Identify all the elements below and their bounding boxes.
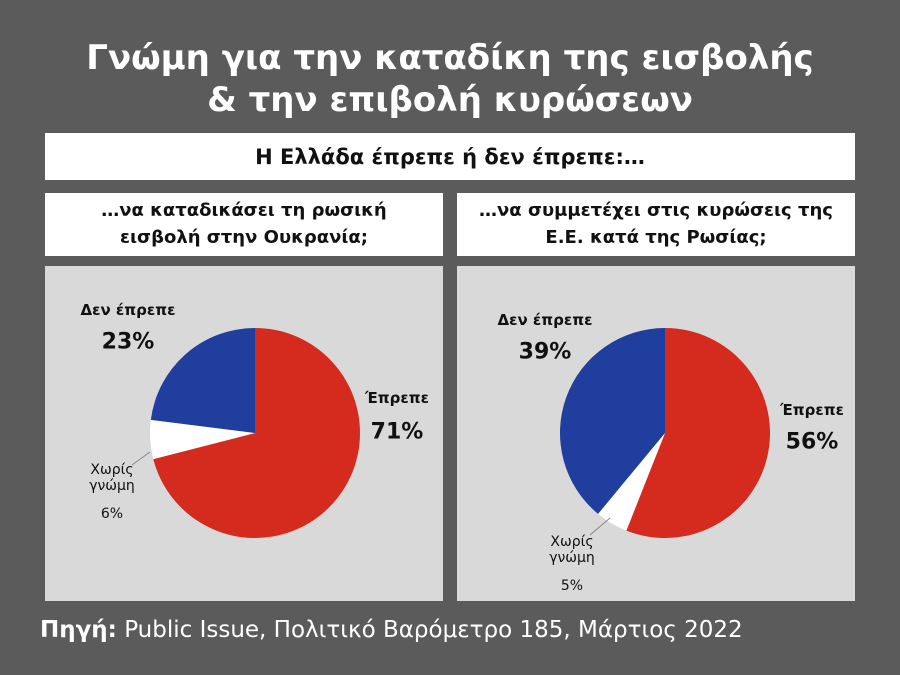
category-label: Δεν έπρεπε: [497, 311, 593, 329]
category-label: Έπρεπε: [365, 389, 429, 407]
pie-slice: [150, 328, 255, 433]
source-text: Public Issue, Πολιτικό Βαρόμετρο 185, Μά…: [124, 617, 743, 643]
category-label: Έπρεπε: [780, 401, 844, 419]
value-label: 71%: [370, 419, 424, 445]
category-label: Δεν έπρεπε: [80, 301, 176, 319]
pie-slice: [560, 328, 665, 514]
leader-line: [589, 517, 611, 536]
value-label: 6%: [100, 506, 124, 522]
category-label: Χωρίς γνώμη: [549, 534, 595, 566]
title-line: Γνώμη για την καταδίκη της εισβολής: [86, 38, 814, 78]
leader-line: [131, 451, 151, 466]
question-box: …να συμμετέχει στις κυρώσεις της Ε.Ε. κα…: [457, 193, 855, 256]
subtitle: Η Ελλάδα έπρεπε ή δεν έπρεπε:…: [45, 133, 855, 180]
source-label: Πηγή:: [40, 617, 117, 643]
category-label: Χωρίς γνώμη: [89, 462, 135, 494]
value-label: 39%: [518, 339, 572, 365]
pie-slice: [150, 419, 255, 460]
pie-slice: [626, 328, 771, 538]
value-label: 56%: [785, 429, 839, 455]
value-label: 5%: [560, 578, 584, 594]
question-box: …να καταδικάσει τη ρωσική εισβολή στην Ο…: [45, 193, 443, 256]
title-line: & την επιβολή κυρώσεων: [207, 80, 693, 120]
source: Πηγή: Public Issue, Πολιτικό Βαρόμετρο 1…: [40, 617, 743, 643]
value-label: 23%: [101, 329, 155, 355]
pie-slice: [153, 328, 360, 539]
pie-slice: [598, 433, 665, 531]
